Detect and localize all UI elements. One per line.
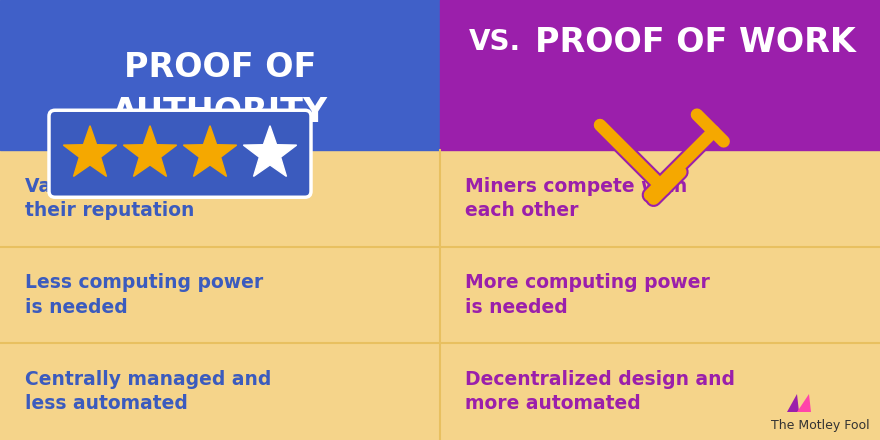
Polygon shape: [123, 126, 177, 176]
Bar: [0, 0, 440, 150]
Text: More computing power
is needed: More computing power is needed: [465, 273, 710, 317]
Polygon shape: [183, 126, 237, 176]
Text: Decentralized design and
more automated: Decentralized design and more automated: [465, 370, 735, 413]
Text: Miners compete with
each other: Miners compete with each other: [465, 177, 687, 220]
FancyBboxPatch shape: [49, 110, 311, 197]
Text: PROOF OF: PROOF OF: [124, 51, 316, 84]
Polygon shape: [244, 126, 297, 176]
Bar: [440, 0, 880, 150]
Bar: [0, 150, 880, 440]
Text: Validators are curated by
their reputation: Validators are curated by their reputati…: [25, 177, 294, 220]
Polygon shape: [63, 126, 117, 176]
Text: PROOF OF WORK: PROOF OF WORK: [535, 26, 855, 59]
Text: VS.: VS.: [469, 28, 521, 56]
Text: AUTHORITY: AUTHORITY: [112, 96, 328, 129]
Text: Less computing power
is needed: Less computing power is needed: [25, 273, 263, 317]
Text: Centrally managed and
less automated: Centrally managed and less automated: [25, 370, 271, 413]
Polygon shape: [787, 394, 799, 412]
Polygon shape: [797, 394, 811, 412]
Text: The Motley Fool: The Motley Fool: [772, 419, 870, 432]
